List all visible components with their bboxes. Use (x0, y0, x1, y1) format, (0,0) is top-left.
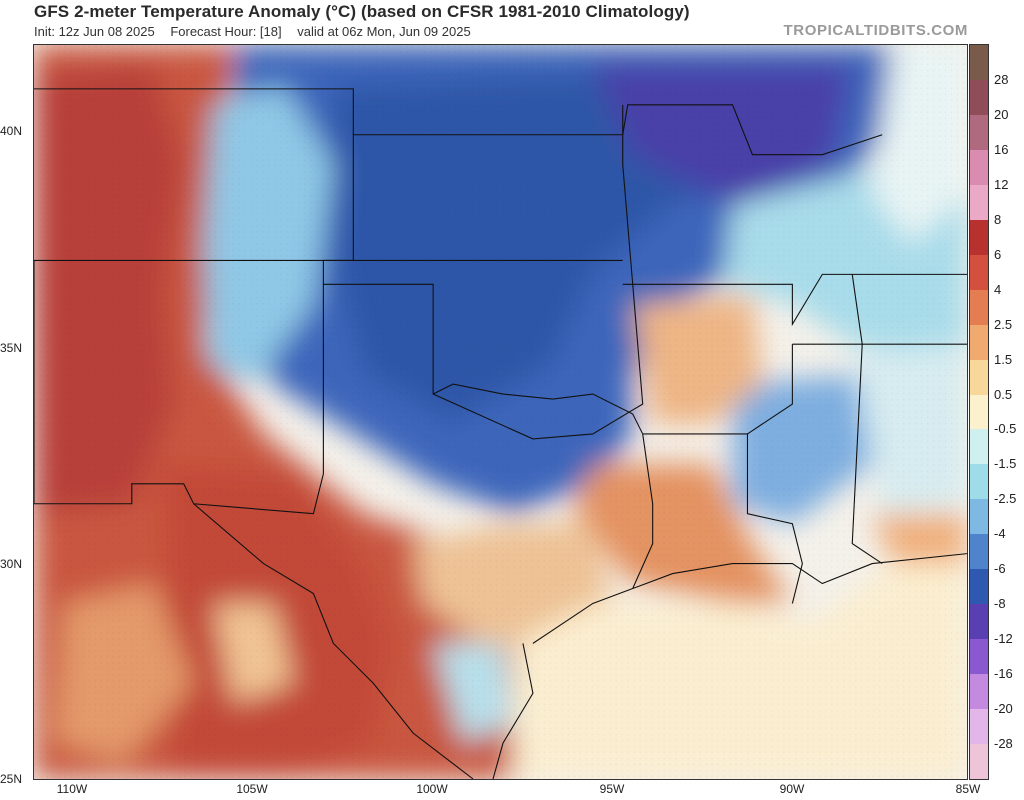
colorbar (969, 44, 989, 780)
colorbar-tick-label: -0.5 (994, 421, 1017, 437)
colorbar-swatch (970, 289, 988, 326)
colorbar-tick-label: -28 (994, 736, 1013, 752)
colorbar-tick-label: 0.5 (994, 386, 1013, 402)
colorbar-tick-label: 28 (994, 71, 1009, 87)
colorbar-swatch (970, 744, 988, 780)
run-info: Init: 12z Jun 08 2025 Forecast Hour: [18… (34, 24, 483, 39)
lat-label-40n: 40N (0, 124, 23, 138)
colorbar-tick-label: 16 (994, 141, 1009, 157)
colorbar-swatch (970, 464, 988, 500)
colorbar-tick-label: -2.5 (994, 491, 1017, 507)
colorbar-swatch (970, 359, 988, 395)
colorbar-swatch (970, 499, 988, 535)
lat-label-35n: 35N (0, 341, 23, 355)
colorbar-swatch (970, 219, 988, 256)
colorbar-tick-label: 12 (994, 176, 1009, 192)
state-boundaries (34, 88, 967, 779)
colorbar-tick-label: -16 (994, 666, 1013, 682)
init-time: Init: 12z Jun 08 2025 (34, 24, 155, 39)
colorbar-tick-label: -20 (994, 701, 1013, 717)
colorbar-swatch (970, 394, 988, 430)
lon-label-90w: 90W (779, 782, 805, 796)
colorbar-swatch (970, 184, 988, 221)
colorbar-tick-label: -8 (994, 596, 1006, 612)
lon-label-105w: 105W (236, 782, 268, 796)
colorbar-swatch (970, 709, 988, 745)
lat-label-30n: 30N (0, 557, 23, 571)
lon-label-110w: 110W (56, 782, 88, 796)
lon-label-85w: 85W (955, 782, 981, 796)
valid-time: valid at 06z Mon, Jun 09 2025 (297, 24, 471, 39)
colorbar-swatch (970, 569, 988, 605)
colorbar-swatch (970, 674, 988, 710)
colorbar-swatch (970, 604, 988, 640)
colorbar-swatch (970, 149, 988, 186)
colorbar-tick-label: -1.5 (994, 456, 1017, 472)
colorbar-tick-label: 2.5 (994, 316, 1013, 332)
chart-title: GFS 2-meter Temperature Anomaly (°C) (ba… (34, 2, 690, 21)
colorbar-tick-label: 20 (994, 106, 1009, 122)
colorbar-swatch (970, 429, 988, 465)
colorbar-tick-label: 1.5 (994, 351, 1013, 367)
colorbar-tick-label: 8 (994, 211, 1002, 227)
colorbar-tick-label: 6 (994, 246, 1002, 262)
colorbar-swatch (970, 639, 988, 675)
colorbar-tick-label: -12 (994, 631, 1013, 647)
colorbar-swatch (970, 114, 988, 151)
lon-label-95w: 95W (599, 782, 625, 796)
colorbar-tick-label: 4 (994, 281, 1002, 297)
colorbar-tick-label: -6 (994, 561, 1006, 577)
colorbar-swatch (970, 254, 988, 291)
lat-label-25n: 25N (0, 772, 23, 786)
colorbar-tick-label: -4 (994, 526, 1006, 542)
colorbar-swatch (970, 534, 988, 570)
site-watermark: TROPICALTIDBITS.COM (783, 22, 968, 39)
colorbar-swatch (970, 79, 988, 116)
temperature-anomaly-map (33, 44, 968, 780)
lon-label-100w: 100W (416, 782, 448, 796)
colorbar-swatch (970, 324, 988, 361)
colorbar-swatch (970, 45, 988, 81)
forecast-hour: Forecast Hour: [18] (170, 24, 282, 39)
